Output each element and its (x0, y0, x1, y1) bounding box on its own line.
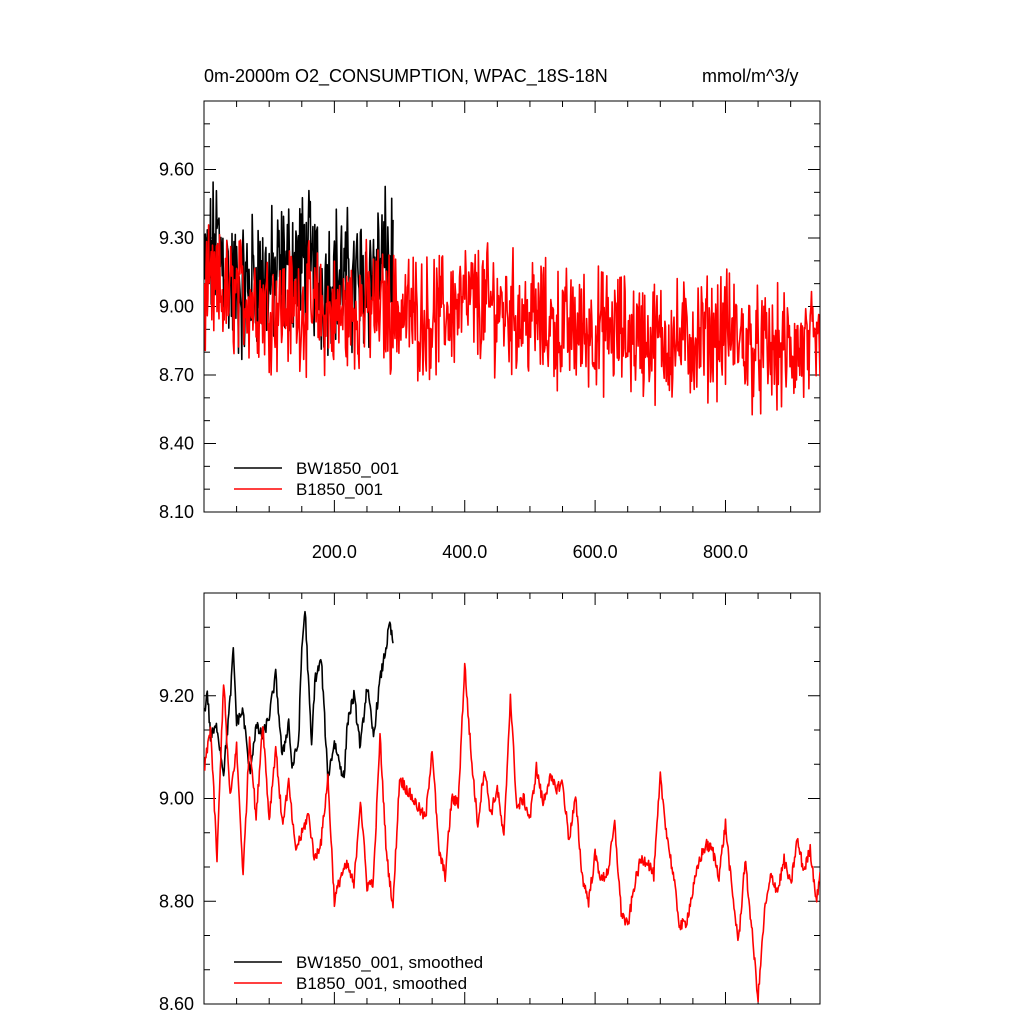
y-tick-label: 8.40 (159, 434, 194, 454)
y-tick-label: 8.60 (159, 994, 194, 1014)
legend-label: BW1850_001, smoothed (296, 953, 483, 972)
series-line-bw1850 (204, 181, 394, 361)
bottom-panel: 8.60 8.80 9.00 9.20 BW1850_001, smoothed B185… (159, 592, 821, 1014)
chart-title: 0m-2000m O2_CONSUMPTION, WPAC_18S-18N (204, 66, 608, 87)
series-line-bw1850 (204, 610, 394, 785)
y-tick-label: 8.10 (159, 502, 194, 522)
y-tick-label: 8.80 (159, 891, 194, 911)
legend-label: B1850_001 (296, 480, 383, 499)
legend-label: B1850_001, smoothed (296, 974, 467, 993)
y-tick-label: 8.70 (159, 365, 194, 385)
x-tick-label: 200.0 (312, 542, 357, 562)
y-tick-label: 9.60 (159, 160, 194, 180)
series-line-b1850 (204, 662, 820, 1003)
x-tick-label: 800.0 (703, 542, 748, 562)
x-tick-label: 400.0 (442, 542, 487, 562)
plot-frame (203, 592, 821, 1005)
legend-label: BW1850_001 (296, 459, 399, 478)
chart-units: mmol/m^3/y (702, 66, 798, 86)
y-tick-label: 9.30 (159, 228, 194, 248)
top-panel: 8.10 8.40 8.70 9.00 9.30 9.60 200.0 400.0 600.0 8… (159, 100, 821, 562)
y-tick-label: 9.00 (159, 297, 194, 317)
y-tick-label: 9.00 (159, 789, 194, 809)
y-tick-label: 9.20 (159, 686, 194, 706)
x-tick-label: 600.0 (573, 542, 618, 562)
series-line-b1850 (204, 224, 820, 416)
